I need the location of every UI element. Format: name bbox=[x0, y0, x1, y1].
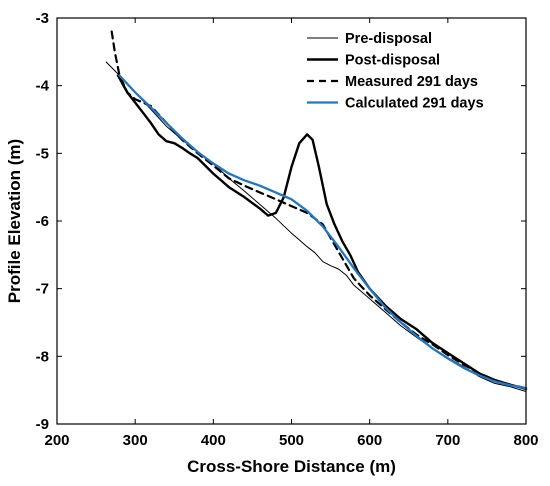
x-tick-label: 200 bbox=[44, 432, 69, 449]
x-tick-label: 400 bbox=[201, 432, 226, 449]
y-tick-label: -9 bbox=[36, 416, 49, 433]
x-tick-label: 700 bbox=[435, 432, 460, 449]
y-tick-label: -3 bbox=[36, 10, 49, 27]
axis-ticks bbox=[56, 17, 527, 425]
x-tick-label: 600 bbox=[357, 432, 382, 449]
axis-tick-labels: 200 300 400 500 600 700 800 -3 -4 -5 -6 -7 -8 -9 bbox=[36, 10, 539, 449]
y-axis-title: Profile Elevation (m) bbox=[5, 139, 24, 303]
legend-label: Post-disposal bbox=[345, 53, 440, 69]
y-tick-label: -5 bbox=[36, 145, 49, 162]
series-line-post-disposal bbox=[116, 74, 528, 390]
series-layer bbox=[105, 30, 528, 392]
y-tick-label: -8 bbox=[36, 348, 49, 365]
series-line-calculated-291-days bbox=[118, 74, 528, 390]
legend: Pre-disposal Post-disposal Measured 291 da… bbox=[307, 31, 484, 112]
legend-label: Calculated 291 days bbox=[345, 96, 484, 112]
x-tick-label: 500 bbox=[279, 432, 304, 449]
y-tick-label: -4 bbox=[36, 78, 50, 95]
y-tick-label: -6 bbox=[36, 213, 49, 230]
legend-label: Pre-disposal bbox=[345, 31, 432, 47]
x-axis-title: Cross-Shore Distance (m) bbox=[187, 457, 396, 476]
y-tick-label: -7 bbox=[36, 281, 49, 298]
legend-label: Measured 291 days bbox=[345, 74, 478, 90]
x-tick-label: 800 bbox=[513, 432, 538, 449]
x-tick-label: 300 bbox=[123, 432, 148, 449]
